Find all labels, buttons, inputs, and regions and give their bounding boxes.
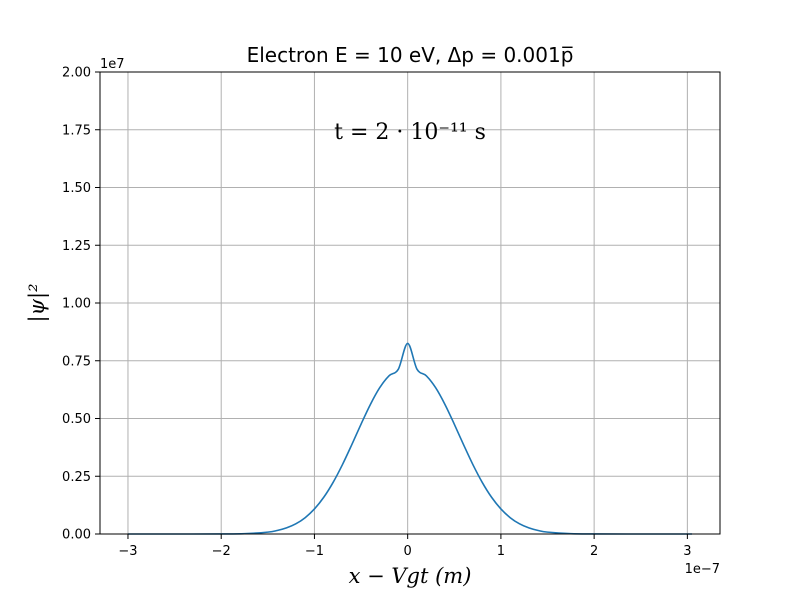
x-tick-label: 1 [497,544,505,559]
y-tick-label: 0.00 [62,528,91,543]
x-axis-label: x − Vgt (m) [349,564,472,588]
y-tick-label: 0.25 [62,470,91,485]
y-tick-label: 1.75 [62,123,91,138]
y-offset-label: 1e7 [100,57,125,72]
x-tick-label: −2 [212,544,231,559]
y-tick-label: 1.25 [62,239,91,254]
x-tick-label: −1 [305,544,324,559]
y-tick-label: 2.00 [62,66,91,81]
x-offset-label: 1e−7 [685,562,720,577]
x-tick-label: 2 [590,544,598,559]
y-axis-label: |ψ|² [25,283,50,322]
y-tick-label: 1.50 [62,181,91,196]
x-tick-label: 0 [404,544,412,559]
x-tick-label: 3 [683,544,691,559]
y-tick-label: 1.00 [62,297,91,312]
time-annotation: t = 2 · 10⁻¹¹ s [334,120,486,145]
y-tick-label: 0.50 [62,412,91,427]
grid-layer [100,71,720,535]
x-tick-label: −3 [118,544,137,559]
series-line [127,342,693,535]
chart-title: Electron E = 10 eV, Δp = 0.001p̅ [247,43,574,67]
y-tick-label: 0.75 [62,354,91,369]
tick-layer: −3 −2 −1 0 1 2 3 0.00 0.25 0.50 0.75 1.00 1.25 1.50 1.… [62,66,691,560]
series-layer [127,342,693,535]
